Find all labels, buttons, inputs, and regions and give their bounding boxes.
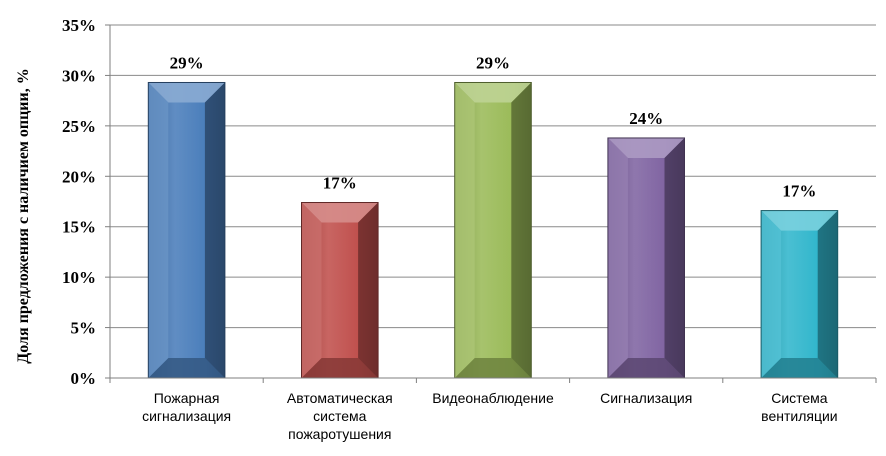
y-tick-label: 5% [71,319,97,338]
y-tick-label: 25% [62,117,96,136]
labels: 0% 5% 10% 15% 20% 25% 30% 35% 29% Пожарная сигнали… [62,16,838,442]
bars [147,81,839,379]
bar [301,202,379,379]
data-label: 29% [476,53,510,72]
axes [105,24,877,383]
x-category-label: Пожарная сигнализация [142,390,231,424]
x-category-label: Система вентиляции [761,390,837,424]
y-tick-label: 30% [62,66,96,85]
y-tick-label: 0% [71,369,97,388]
bar [147,81,226,379]
y-axis-title: Доля предложения с наличием опции, % [15,68,32,363]
bar [607,137,686,379]
data-label: 17% [782,182,816,201]
data-label: 29% [170,53,204,72]
y-tick-label: 10% [62,268,96,287]
data-label: 24% [629,109,663,128]
bar [454,81,532,379]
x-category-label: Автоматическая система пожаротушения [287,390,393,442]
data-label: 17% [323,174,357,193]
y-tick-label: 15% [62,218,96,237]
x-category-label: Сигнализация [600,390,692,406]
bar [760,210,839,379]
y-tick-label: 20% [62,167,96,186]
x-category-label: Видеонаблюдение [432,390,554,406]
y-tick-label: 35% [62,16,96,35]
